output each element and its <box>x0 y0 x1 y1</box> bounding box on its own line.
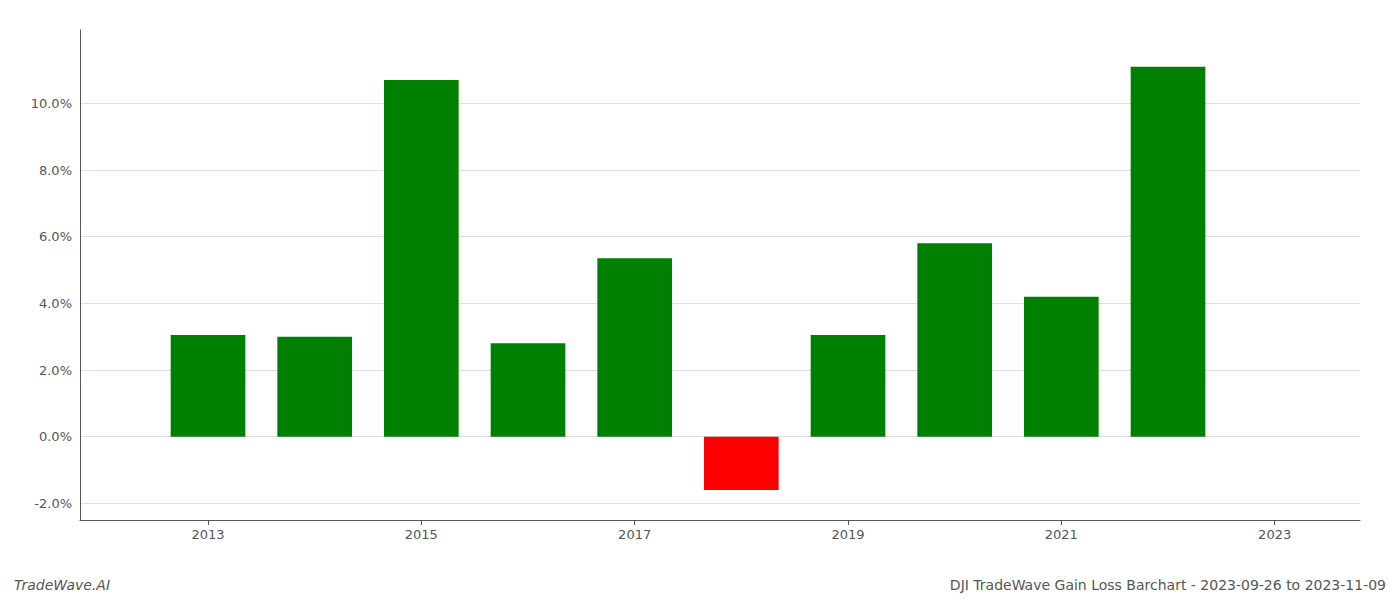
svg-text:2017: 2017 <box>618 527 651 542</box>
svg-text:2021: 2021 <box>1045 527 1078 542</box>
svg-text:DJI TradeWave Gain Loss Barcha: DJI TradeWave Gain Loss Barchart - 2023-… <box>950 577 1386 593</box>
svg-text:4.0%: 4.0% <box>39 296 72 311</box>
svg-text:TradeWave.AI: TradeWave.AI <box>14 577 110 593</box>
svg-text:2.0%: 2.0% <box>39 363 72 378</box>
svg-text:2019: 2019 <box>831 527 864 542</box>
svg-text:2023: 2023 <box>1258 527 1291 542</box>
svg-text:10.0%: 10.0% <box>31 96 72 111</box>
svg-text:2013: 2013 <box>191 527 224 542</box>
svg-text:-2.0%: -2.0% <box>34 496 72 511</box>
svg-text:6.0%: 6.0% <box>39 229 72 244</box>
svg-text:0.0%: 0.0% <box>39 429 72 444</box>
svg-text:8.0%: 8.0% <box>39 163 72 178</box>
svg-text:2015: 2015 <box>405 527 438 542</box>
